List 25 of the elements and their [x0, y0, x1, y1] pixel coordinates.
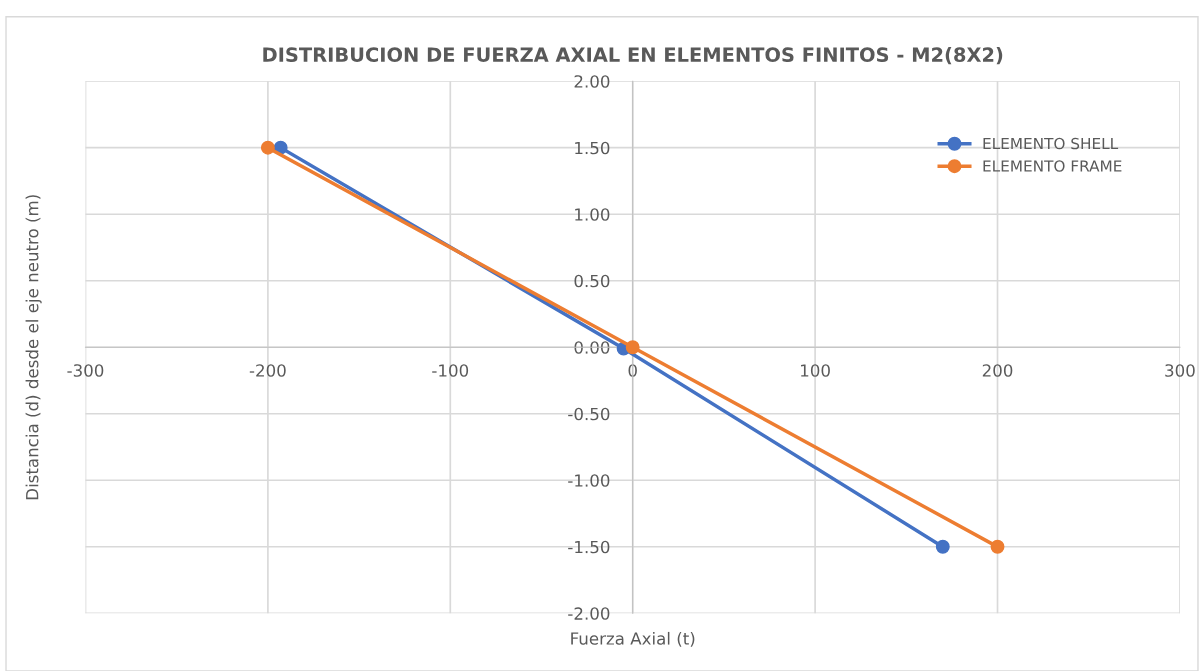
point	[625, 340, 640, 355]
y-tick-label: 0.00	[574, 341, 610, 354]
y-tick-label: 0.50	[574, 274, 610, 288]
x-tick-label: -300	[67, 364, 104, 377]
chart-title: DISTRIBUCION DE FUERZA AXIAL EN ELEMENTOS FINITOS - M2(8X2)	[263, 46, 1003, 65]
x-tick-label: 200	[982, 364, 1013, 377]
point	[260, 140, 275, 155]
y-tick-label: 1.00	[575, 208, 610, 221]
point	[935, 539, 950, 554]
y-tick-label: 1.50	[575, 141, 610, 155]
x-tick-label: 0	[628, 364, 637, 377]
x-tick-label: 100	[801, 364, 830, 377]
point	[990, 539, 1005, 554]
y-tick-label: -2.00	[568, 607, 610, 620]
y-tick-label: -0.50	[568, 407, 610, 421]
legend-label: ELEMENTO SHELL	[983, 137, 1119, 150]
y-tick-label: -1.00	[568, 474, 610, 487]
x-tick-label: -200	[249, 364, 286, 377]
legend-label: ELEMENTO FRAME	[983, 160, 1122, 172]
y-tick-label: 2.00	[574, 75, 610, 88]
y-tick-label: -1.50	[568, 540, 610, 554]
x-tick-label: 300	[1165, 364, 1195, 377]
x-tick-label: -100	[432, 364, 469, 377]
y-axis-title: Distancia (d) desde el eje neutro (m)	[25, 195, 42, 500]
x-axis-title: Fuerza Axial (t)	[571, 631, 695, 647]
